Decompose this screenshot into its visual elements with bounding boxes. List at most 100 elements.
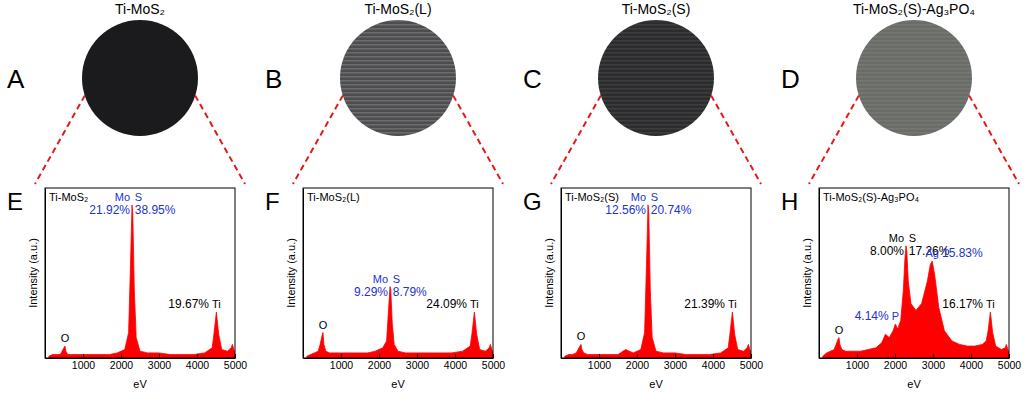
x-tick-mark [379, 354, 380, 358]
x-tick-mark [493, 354, 494, 358]
composition-label: 21.39% [684, 297, 725, 311]
x-tick-mark [235, 354, 236, 358]
peak-label: Mo [115, 191, 130, 203]
x-tick-mark [933, 354, 934, 358]
x-axis: 1000 2000 3000 4000 5000 [46, 354, 248, 371]
x-tick-label: 1000 [72, 359, 96, 371]
plot-area [823, 246, 1009, 358]
panel-letter: D [781, 64, 800, 94]
x-tick-mark [341, 354, 342, 358]
x-tick: 5000 [998, 354, 1022, 371]
peak-label: Ti [728, 298, 737, 310]
photo-title: Ti-MoS₂ [115, 1, 165, 17]
plot-frame [819, 188, 1009, 358]
composition-label: 9.29% [354, 285, 388, 299]
x-tick-mark [455, 354, 456, 358]
composition-label: 4.14% [855, 309, 889, 323]
spectrum-panel: 10002000300040005000eVIntensity (a.u.)ET… [7, 188, 247, 390]
peak-label: S [909, 232, 916, 244]
x-tick: 2000 [110, 354, 134, 371]
x-tick: 4000 [186, 354, 210, 371]
x-tick-label: 3000 [922, 359, 946, 371]
x-tick-label: 4000 [444, 359, 468, 371]
x-tick-label: 5000 [998, 359, 1022, 371]
peak-label: P [892, 310, 899, 322]
x-tick-mark [857, 354, 858, 358]
x-tick-label: 2000 [110, 359, 134, 371]
x-tick: 1000 [72, 354, 96, 371]
chart-title: Ti-MoS₂(S)-Ag₃PO₄ [823, 191, 919, 203]
plot-frame [303, 188, 493, 358]
panel-letter: B [265, 64, 282, 94]
x-tick-mark [895, 354, 896, 358]
zoom-line [969, 95, 1019, 184]
y-axis [561, 189, 562, 359]
x-tick: 2000 [884, 354, 908, 371]
y-axis-title: Intensity (a.u.) [285, 238, 297, 308]
panel-letter: C [523, 64, 542, 94]
peak-label: O [319, 319, 328, 331]
x-tick-mark [159, 354, 160, 358]
composition-label: 19.67% [168, 297, 209, 311]
peak-label: Ag [926, 247, 939, 259]
sample-photo [598, 20, 714, 136]
peak-label: O [61, 332, 70, 344]
photo-title: Ti-MoS₂(S)-Ag₃PO₄ [853, 1, 975, 17]
sample-photo [856, 20, 972, 136]
x-tick: 1000 [588, 354, 612, 371]
spectrum-panel: 10002000300040005000eVIntensity (a.u.)FT… [265, 188, 505, 390]
zoom-line [35, 95, 85, 184]
peak-label: O [577, 330, 586, 342]
zoom-line [711, 95, 761, 184]
plot-area [565, 205, 751, 358]
peak-label: Ti [470, 298, 479, 310]
x-tick-label: 3000 [148, 359, 172, 371]
chart-title: Ti-MoS₂ [49, 191, 88, 203]
peak-label: S [135, 191, 142, 203]
spectrum-area [565, 205, 751, 358]
peak-label: O [835, 324, 844, 336]
composition-label: 20.74% [651, 203, 692, 217]
peak-label: Mo [631, 191, 646, 203]
x-tick-label: 2000 [626, 359, 650, 371]
x-tick-label: 1000 [846, 359, 870, 371]
composition-label: 8.79% [393, 285, 427, 299]
y-axis-line [819, 189, 820, 359]
photo-title: Ti-MoS₂(S) [622, 1, 691, 17]
x-tick: 5000 [224, 354, 248, 371]
figure: Ti-MoS₂ATi-MoS₂(L)BTi-MoS₂(S)CTi-MoS₂(S)… [0, 0, 1033, 401]
y-axis-title: Intensity (a.u.) [27, 238, 39, 308]
x-tick: 4000 [444, 354, 468, 371]
peak-label: Mo [373, 273, 388, 285]
x-tick: 3000 [148, 354, 172, 371]
x-tick-label: 5000 [224, 359, 248, 371]
x-tick-mark [1009, 354, 1010, 358]
x-tick-label: 4000 [960, 359, 984, 371]
x-tick: 3000 [922, 354, 946, 371]
x-tick-label: 4000 [702, 359, 726, 371]
x-tick-label: 3000 [664, 359, 688, 371]
zoom-line [453, 95, 503, 184]
y-axis-line [45, 189, 46, 359]
x-axis-title: eV [649, 378, 663, 390]
x-tick-label: 2000 [368, 359, 392, 371]
x-tick-mark [121, 354, 122, 358]
spectrum-panel: 10002000300040005000eVIntensity (a.u.)GT… [523, 188, 763, 390]
peak-label: Mo [889, 232, 904, 244]
composition-label: 38.95% [135, 203, 176, 217]
x-tick-label: 1000 [588, 359, 612, 371]
panel-letter: E [7, 188, 23, 215]
composition-label: 8.00% [870, 244, 904, 258]
y-axis-title: Intensity (a.u.) [543, 238, 555, 308]
composition-label: 15.83% [942, 246, 983, 260]
x-tick-mark [83, 354, 84, 358]
y-axis-title: Intensity (a.u.) [801, 238, 813, 308]
panel-letter: G [523, 188, 542, 215]
figure-svg: Ti-MoS₂ATi-MoS₂(L)BTi-MoS₂(S)CTi-MoS₂(S)… [0, 0, 1033, 401]
y-axis [819, 189, 820, 359]
sample-photo [82, 20, 198, 136]
composition-label: 21.92% [89, 203, 130, 217]
peak-label: S [393, 273, 400, 285]
x-tick: 3000 [406, 354, 430, 371]
x-tick-label: 4000 [186, 359, 210, 371]
